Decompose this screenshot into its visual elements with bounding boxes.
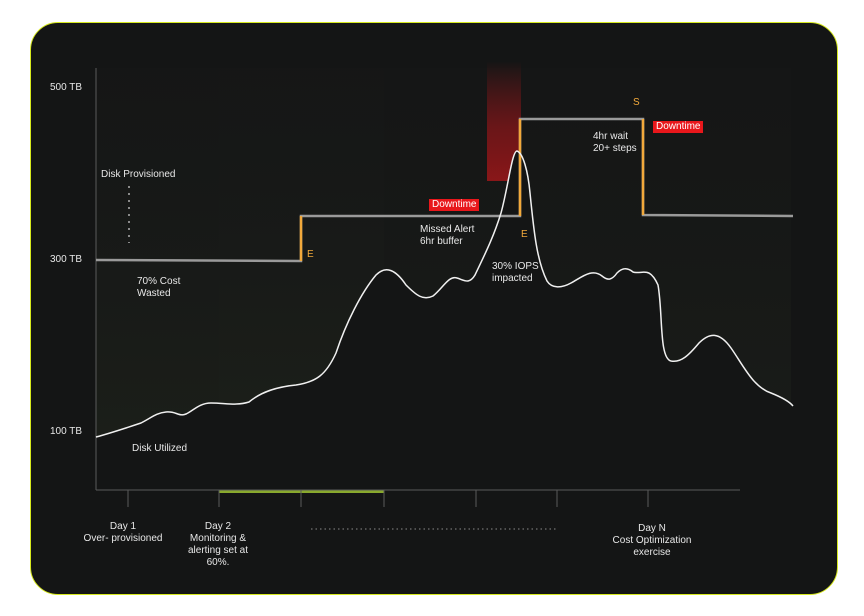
missed-alert-line1: Missed Alert <box>420 224 475 235</box>
downtime-badge-2: Downtime <box>653 121 704 133</box>
storage-chart <box>95 61 794 530</box>
day2-line2: Monitoring & <box>189 533 247 544</box>
missed-alert-line2: 6hr buffer <box>420 236 463 247</box>
disk-provisioned-label: Disk Provisioned <box>101 169 176 180</box>
dayn-title: Day N <box>638 523 666 534</box>
y-label-500: 500 TB <box>50 82 83 93</box>
dayn-line3: exercise <box>633 547 671 558</box>
wait-line2: 20+ steps <box>593 143 637 154</box>
event-marker-e1: E <box>307 249 314 260</box>
below-curve-area <box>96 151 793 490</box>
day2-line4: 60%. <box>206 557 230 568</box>
iops-line2: impacted <box>492 273 533 284</box>
day2-line3: alerting set at <box>187 545 249 556</box>
event-marker-e2: E <box>521 229 528 240</box>
chart-frame: 500 TB 300 TB 100 TB Disk Provisioned 70… <box>30 22 838 595</box>
disk-utilized-line <box>95 150 794 438</box>
day1-subtitle: Over- provisioned <box>83 533 163 544</box>
y-label-300: 300 TB <box>50 254 83 265</box>
event-marker-s: S <box>633 97 640 108</box>
wait-line1: 4hr wait <box>593 131 629 142</box>
day2-title: Day 2 <box>204 521 232 532</box>
day2-label: Day 2 Monitoring & alerting set at 60%. <box>188 521 248 569</box>
disk-utilized-label: Disk Utilized <box>132 443 188 454</box>
downtime-badge-1: Downtime <box>429 199 480 211</box>
x-ticks <box>127 490 649 507</box>
dayn-label: Day N Cost Optimization exercise <box>613 523 692 559</box>
dayn-line2: Cost Optimization <box>612 535 692 546</box>
day1-title: Day 1 <box>109 521 137 532</box>
cost-wasted-line2: Wasted <box>137 288 171 299</box>
cost-wasted-line1: 70% Cost <box>137 276 181 287</box>
day1-label: Day 1 Over- provisioned <box>84 521 163 545</box>
iops-line1: 30% IOPS <box>492 261 539 272</box>
y-label-100: 100 TB <box>50 426 83 437</box>
